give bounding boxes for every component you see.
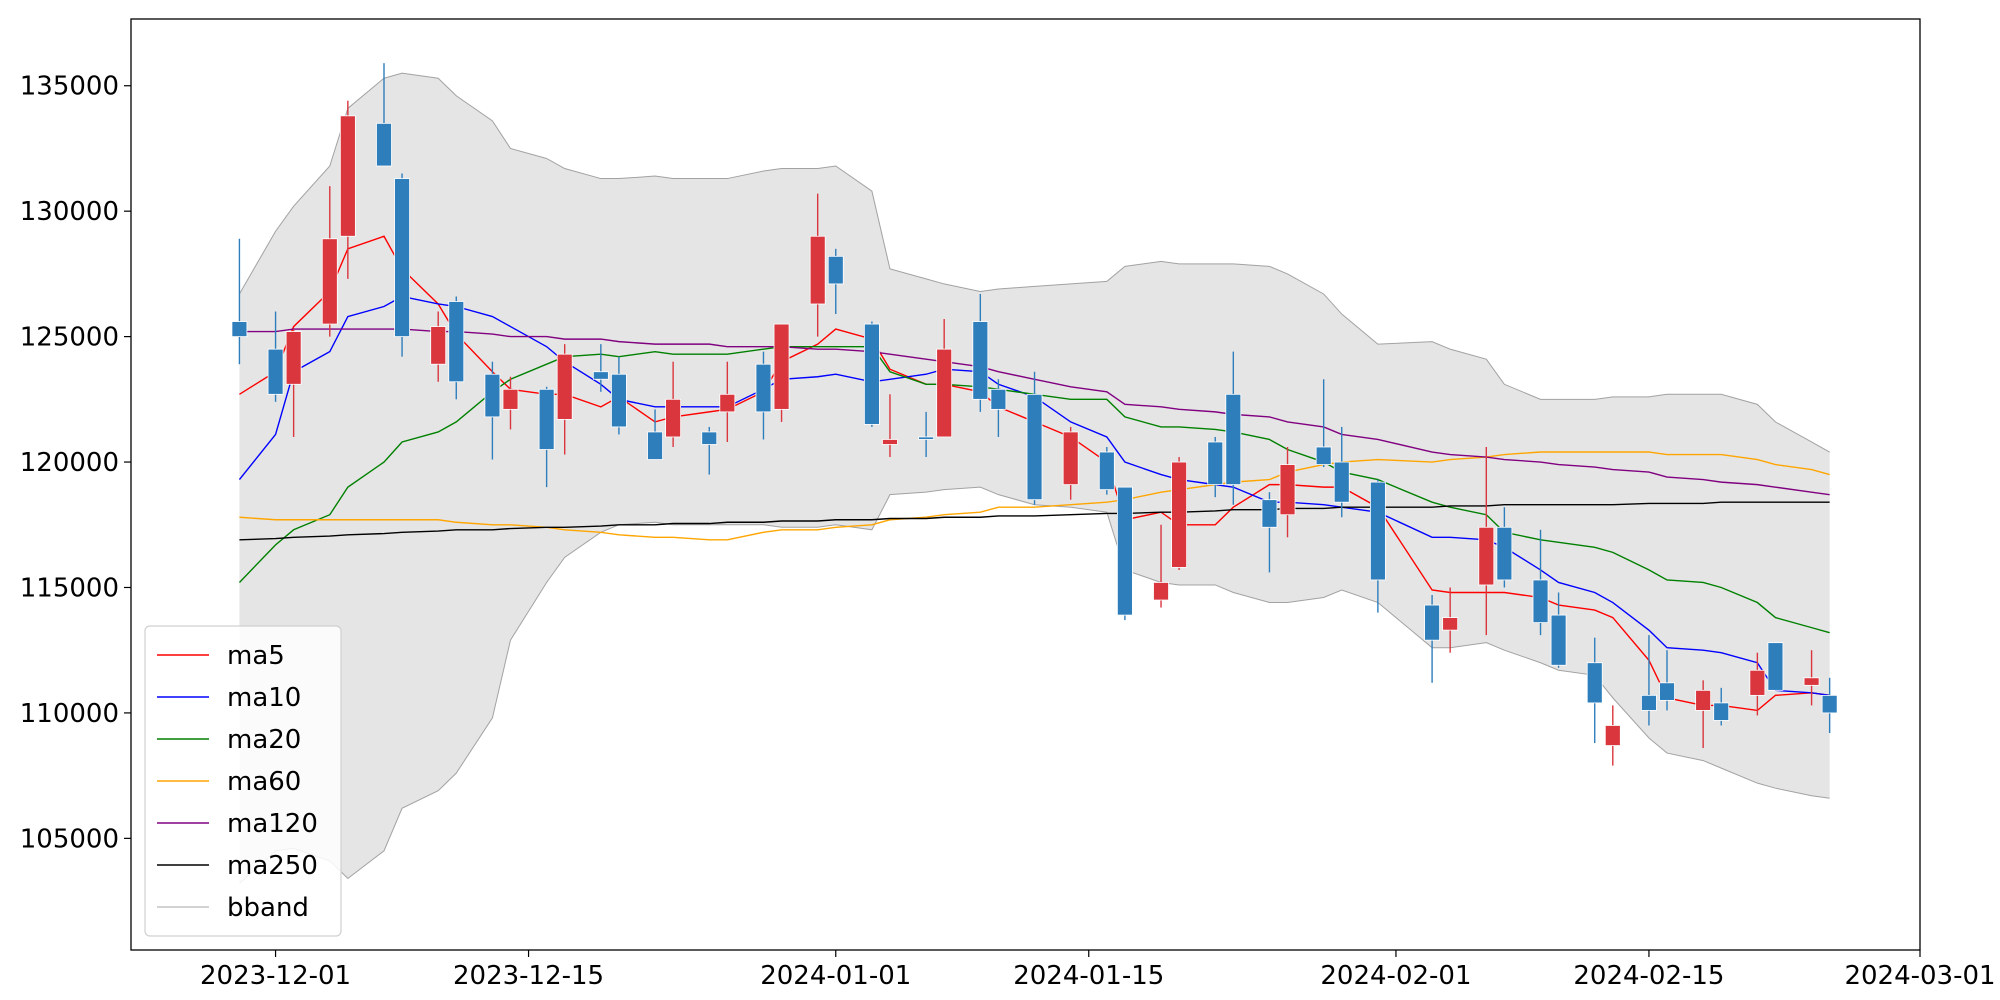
legend-frame [144, 625, 342, 937]
candle-body [1604, 725, 1621, 746]
candle-body [665, 398, 682, 438]
candle-body [863, 323, 880, 425]
x-tick-label: 2024-01-01 [760, 961, 911, 991]
candle-body [556, 353, 573, 420]
legend-label: ma250 [227, 851, 318, 881]
candle-body [611, 373, 627, 428]
legend-label: ma20 [227, 725, 301, 755]
candle-body [502, 388, 519, 410]
candle-body [448, 301, 465, 383]
candle-body [882, 439, 898, 445]
candle-body [1821, 694, 1838, 714]
candle-body [1026, 393, 1043, 501]
candle-body [1586, 662, 1603, 704]
legend-label: ma120 [227, 809, 318, 839]
ma-line [239, 328, 1830, 496]
legend-label: ma10 [227, 683, 301, 713]
candle-body [592, 371, 609, 380]
candle-body [827, 255, 844, 285]
y-tick-label: 135000 [20, 72, 119, 102]
ma-line [239, 451, 1830, 541]
ma-line [238, 345, 1830, 634]
plot-frame [130, 18, 1921, 951]
x-tick-label: 2024-02-01 [1320, 961, 1471, 991]
candle-body [1442, 617, 1459, 631]
candle-body [1767, 642, 1784, 691]
candle-body [773, 323, 790, 410]
candle-body [1062, 431, 1079, 486]
candle-body [918, 436, 935, 440]
candle-body [484, 373, 501, 418]
candle-body [1550, 614, 1567, 666]
y-tick-label: 110000 [20, 699, 119, 729]
candle-body [1098, 451, 1115, 491]
x-tick-label: 2024-03-01 [1844, 961, 1995, 991]
y-tick-label: 105000 [20, 824, 119, 854]
candle-body [1333, 461, 1350, 503]
bband-upper [238, 72, 1830, 453]
candle-body [1424, 604, 1440, 641]
candle-body [755, 363, 772, 413]
candle-body [1478, 526, 1495, 586]
candle-body [231, 321, 248, 338]
candle-body [972, 321, 989, 400]
candle-body [1116, 486, 1133, 616]
candle-body [1695, 689, 1712, 711]
candle-body [809, 235, 826, 305]
candle-body [719, 393, 736, 413]
candle-body [1279, 464, 1296, 516]
candle-body [1532, 579, 1549, 624]
candle-body [339, 115, 356, 237]
candle-body [430, 326, 447, 365]
candle-body [990, 388, 1007, 410]
candle-body [647, 431, 663, 460]
bband-lower [239, 486, 1830, 884]
ma-line [239, 235, 1830, 712]
y-tick-label: 120000 [20, 448, 119, 478]
candle-body [1803, 677, 1820, 686]
candle-body [1369, 481, 1386, 581]
x-tick-label: 2024-02-15 [1573, 961, 1724, 991]
candle-body [1261, 499, 1278, 528]
candle-body [1749, 669, 1766, 696]
candle-body [1207, 441, 1224, 486]
candle-body [267, 348, 284, 395]
candle-body [321, 238, 338, 325]
y-tick-label: 125000 [20, 323, 119, 353]
legend-label: bband [227, 893, 309, 923]
y-tick-label: 115000 [20, 573, 119, 603]
candle-body [538, 388, 555, 450]
candle-body [1641, 694, 1657, 711]
candle-body [394, 178, 410, 338]
candle-body [1315, 446, 1332, 465]
candle-body [1659, 682, 1675, 701]
candle-body [1496, 526, 1513, 581]
legend-label: ma60 [227, 767, 301, 797]
legend: ma5 ma10 ma20 ma60 ma120 ma250 bband [144, 625, 342, 937]
candle-body [1171, 461, 1188, 568]
x-tick-label: 2023-12-01 [200, 961, 351, 991]
candle-body [1225, 393, 1242, 486]
x-tick-label: 2023-12-15 [453, 961, 604, 991]
candle-body [936, 348, 953, 438]
candle-body [376, 122, 392, 167]
candle-body [701, 431, 718, 445]
ma-line [239, 501, 1830, 541]
legend-label: ma5 [227, 641, 285, 671]
ma-line [238, 295, 1830, 697]
candle-body [1153, 582, 1169, 601]
y-tick-label: 130000 [20, 197, 119, 227]
candle-body [285, 331, 302, 385]
candle-body [1713, 702, 1730, 721]
x-tick-label: 2024-01-15 [1013, 961, 1164, 991]
